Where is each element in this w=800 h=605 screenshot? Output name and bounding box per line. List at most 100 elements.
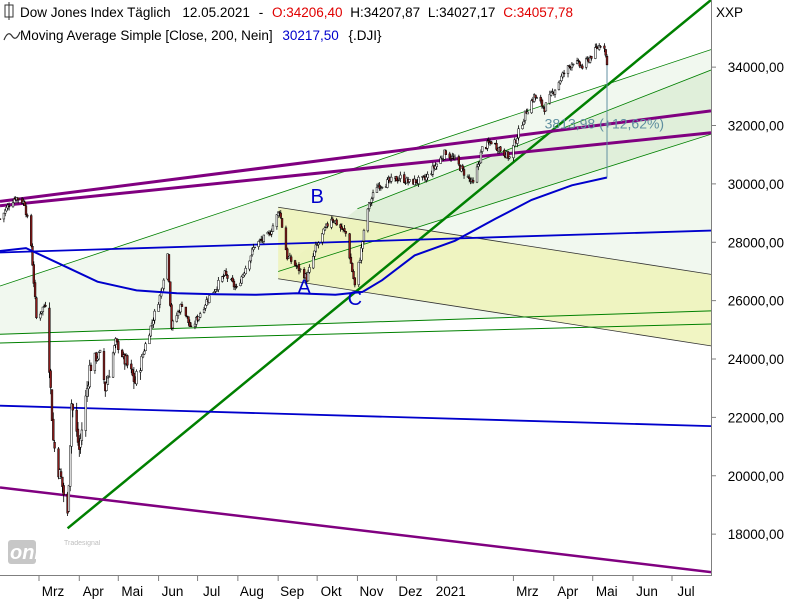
candle-body — [521, 125, 524, 130]
candle-body — [457, 156, 460, 165]
candle-body — [512, 144, 515, 159]
trendline[interactable] — [0, 310, 711, 335]
close-value: C:34057,78 — [503, 5, 573, 20]
candle-body — [280, 218, 284, 228]
candle-body — [572, 63, 575, 66]
candle-body — [26, 214, 29, 217]
candle-body — [225, 271, 228, 275]
candle-body — [534, 94, 537, 99]
trendline[interactable] — [0, 109, 711, 203]
candle-body — [577, 60, 580, 62]
candle-body — [312, 256, 315, 269]
candle-body — [41, 306, 45, 312]
candle-body — [380, 186, 384, 189]
candle-body — [366, 208, 369, 232]
candle-body — [479, 151, 483, 164]
candle-body — [396, 180, 399, 182]
candle-body — [603, 45, 606, 49]
candle-body — [585, 58, 588, 68]
candle-body — [111, 352, 115, 378]
candle-body — [293, 260, 297, 266]
candle-body — [530, 100, 533, 114]
candle-body — [48, 307, 51, 373]
candle-body — [271, 225, 275, 232]
candle-body — [33, 282, 37, 297]
high-value: H:34207,87 — [350, 5, 420, 20]
candle-body — [158, 295, 162, 305]
candle-body — [299, 268, 302, 271]
candle-body — [279, 212, 282, 218]
y-tick-label: 20000,00 — [728, 469, 784, 484]
candle-body — [61, 476, 64, 487]
candle-body — [475, 166, 479, 183]
candlestick-series — [0, 43, 609, 517]
x-tick-label: Jul — [203, 584, 220, 599]
candle-body — [353, 277, 357, 286]
trendline[interactable] — [0, 404, 711, 428]
x-tick-label: Aug — [240, 584, 264, 599]
candle-body — [290, 256, 293, 262]
candle-body — [32, 264, 35, 284]
candle-body — [516, 138, 519, 144]
abc-channel-fill — [278, 207, 711, 346]
candle-body — [13, 198, 16, 203]
candle-body — [57, 448, 60, 478]
candle-body — [126, 355, 129, 366]
y-tick-label: 28000,00 — [728, 235, 784, 250]
candle-body — [253, 246, 256, 249]
trendline[interactable] — [0, 229, 711, 254]
candle-body — [98, 349, 102, 353]
channel-upper-line[interactable] — [278, 206, 711, 275]
candle-body — [39, 313, 42, 319]
candle-body — [257, 241, 260, 247]
candle-body — [180, 304, 184, 307]
trendline[interactable] — [66, 0, 711, 530]
logo-main-text: onLine — [10, 542, 76, 564]
x-tick-label: Jun — [636, 584, 658, 599]
candle-body — [143, 350, 146, 355]
sma200-line[interactable] — [0, 176, 608, 296]
candle-body — [344, 231, 347, 234]
candle-body — [240, 276, 243, 284]
candle-body — [239, 282, 242, 287]
candle-body — [75, 409, 78, 432]
trendline[interactable] — [0, 486, 711, 574]
candle-body — [204, 304, 207, 309]
indicator-line-icon[interactable] — [3, 31, 21, 41]
candle-body — [370, 198, 373, 203]
candle-body — [326, 223, 329, 227]
candle-body — [362, 229, 366, 242]
candle-body — [135, 371, 138, 385]
candle-body — [604, 49, 607, 56]
header-date: 12.05.2021 — [182, 5, 250, 20]
y-tick-label: 26000,00 — [728, 294, 784, 309]
candle-body — [313, 250, 316, 257]
x-tick-label: Mrz — [42, 584, 65, 599]
candle-body — [262, 234, 266, 242]
candle-body — [157, 304, 160, 312]
candle-body — [486, 140, 489, 149]
channel-lower-line[interactable] — [278, 278, 711, 347]
trendline[interactable] — [0, 131, 711, 208]
candle-body — [544, 102, 548, 112]
candle-body — [149, 325, 152, 337]
x-tick-label: Sep — [280, 584, 304, 599]
moving-average-series — [0, 65, 608, 296]
candle-body — [117, 341, 120, 350]
candle-body — [89, 364, 93, 372]
trendline[interactable] — [357, 69, 711, 210]
candle-body — [140, 356, 143, 371]
candle-body — [343, 228, 346, 231]
candle-body — [208, 295, 211, 303]
symbol-label: {.DJI} — [348, 28, 382, 43]
candle-body — [113, 345, 116, 354]
axis-scale-label: XXP — [716, 5, 743, 20]
candle-body — [599, 46, 602, 48]
candle-body — [503, 149, 506, 156]
candle-body — [444, 150, 447, 155]
logo-top-text: Tradesignal — [64, 540, 101, 547]
candle-body — [275, 214, 279, 227]
candle-body — [23, 201, 26, 206]
candle-body — [508, 156, 511, 159]
candle-body — [106, 377, 110, 385]
